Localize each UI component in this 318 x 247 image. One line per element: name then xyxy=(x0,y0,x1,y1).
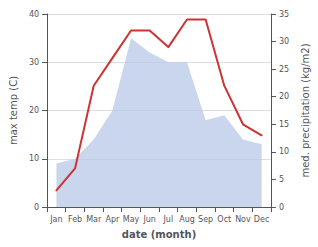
svg-text:Jul: Jul xyxy=(162,215,173,224)
svg-text:0: 0 xyxy=(279,203,284,212)
svg-text:10: 10 xyxy=(29,154,39,163)
svg-text:date (month): date (month) xyxy=(122,229,196,240)
svg-text:20: 20 xyxy=(29,106,39,115)
svg-text:40: 40 xyxy=(29,10,39,19)
svg-text:Sep: Sep xyxy=(198,215,213,224)
svg-text:25: 25 xyxy=(279,65,289,74)
svg-text:Oct: Oct xyxy=(217,215,231,224)
svg-text:Jan: Jan xyxy=(49,215,62,224)
svg-text:Jun: Jun xyxy=(142,215,156,224)
svg-text:20: 20 xyxy=(279,92,289,101)
svg-text:Apr: Apr xyxy=(105,215,120,224)
svg-text:30: 30 xyxy=(29,58,39,67)
svg-text:Mar: Mar xyxy=(86,215,102,224)
svg-text:Aug: Aug xyxy=(179,215,195,224)
svg-text:Dec: Dec xyxy=(254,215,269,224)
svg-text:35: 35 xyxy=(279,10,289,19)
svg-text:Nov: Nov xyxy=(235,215,251,224)
svg-text:0: 0 xyxy=(34,203,39,212)
svg-text:May: May xyxy=(123,215,140,224)
svg-text:5: 5 xyxy=(279,175,284,184)
svg-text:15: 15 xyxy=(279,120,289,129)
svg-text:med. precipitation (kg/m2): med. precipitation (kg/m2) xyxy=(300,43,311,177)
svg-text:max temp (C): max temp (C) xyxy=(8,76,19,145)
svg-text:10: 10 xyxy=(279,147,289,156)
svg-text:Feb: Feb xyxy=(68,215,82,224)
svg-text:30: 30 xyxy=(279,37,289,46)
